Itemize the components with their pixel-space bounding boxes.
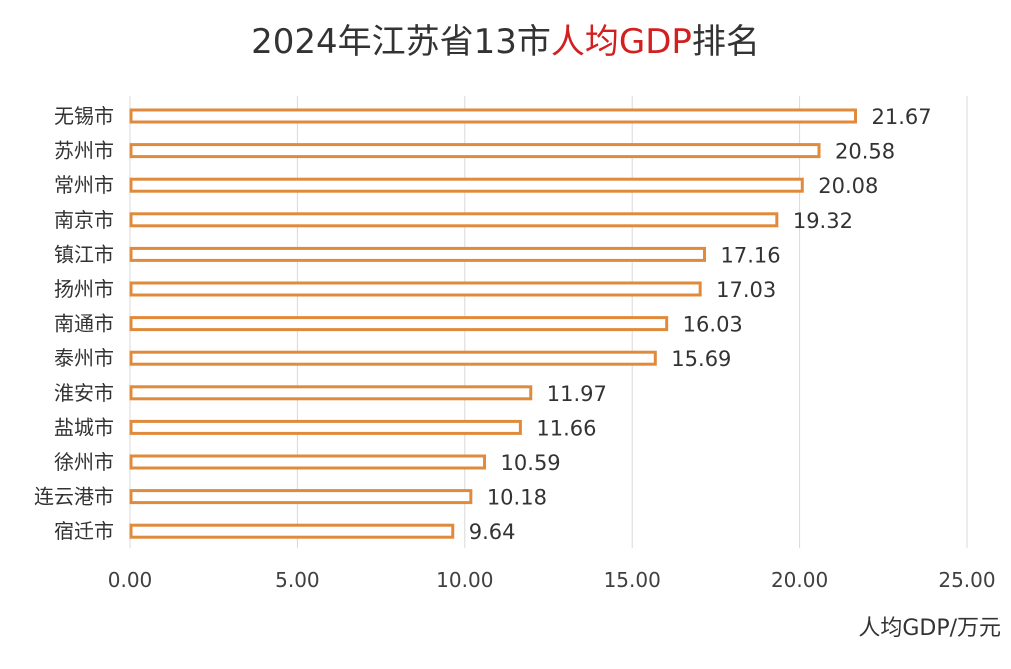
value-label-1: 20.58	[835, 140, 895, 164]
x-tick-label-0: 0.00	[108, 568, 153, 592]
category-label-8: 淮安市	[54, 381, 114, 405]
bar-9	[129, 419, 522, 435]
chart-title: 2024年江苏省13市人均GDP排名	[0, 14, 1011, 63]
value-label-6: 16.03	[683, 313, 743, 337]
category-label-5: 扬州市	[54, 277, 114, 301]
category-label-2: 常州市	[54, 173, 114, 197]
category-label-0: 无锡市	[54, 104, 114, 128]
bar-10	[129, 454, 487, 470]
category-label-7: 泰州市	[54, 346, 114, 370]
bar-7	[129, 350, 657, 366]
category-label-1: 苏州市	[54, 139, 114, 163]
value-label-3: 19.32	[793, 209, 853, 233]
value-label-8: 11.97	[547, 382, 607, 406]
category-label-4: 镇江市	[54, 242, 114, 266]
x-tick-label-4: 20.00	[771, 568, 828, 592]
bar-1	[129, 143, 821, 159]
value-label-11: 10.18	[487, 486, 547, 510]
x-tick-label-1: 5.00	[275, 568, 320, 592]
category-label-11: 连云港市	[34, 485, 114, 509]
value-label-4: 17.16	[721, 243, 781, 267]
bar-4	[129, 246, 707, 262]
value-label-2: 20.08	[818, 174, 878, 198]
x-tick-label-5: 25.00	[938, 568, 995, 592]
x-tick-label-2: 10.00	[436, 568, 493, 592]
category-label-12: 宿迁市	[54, 519, 114, 543]
value-label-7: 15.69	[671, 347, 731, 371]
chart-title-part-1: 人均GDP	[550, 22, 692, 62]
category-label-3: 南京市	[54, 208, 114, 232]
value-label-12: 9.64	[469, 520, 516, 544]
bar-3	[129, 212, 779, 228]
value-label-5: 17.03	[716, 278, 776, 302]
category-label-6: 南通市	[54, 312, 114, 336]
bar-0	[129, 108, 858, 124]
category-label-10: 徐州市	[54, 450, 114, 474]
bar-6	[129, 316, 669, 332]
chart-title-part-2: 排名	[691, 22, 760, 62]
value-label-10: 10.59	[501, 451, 561, 475]
category-label-9: 盐城市	[54, 415, 114, 439]
bar-5	[129, 281, 702, 297]
bar-2	[129, 177, 804, 193]
chart-title-part-0: 2024年江苏省13市	[251, 22, 551, 62]
x-axis-label: 人均GDP/万元	[858, 616, 1001, 641]
bar-11	[129, 489, 473, 505]
bar-12	[129, 523, 455, 539]
bar-8	[129, 385, 533, 401]
value-label-0: 21.67	[872, 105, 932, 129]
value-label-9: 11.66	[536, 416, 596, 440]
x-tick-label-3: 15.00	[604, 568, 661, 592]
